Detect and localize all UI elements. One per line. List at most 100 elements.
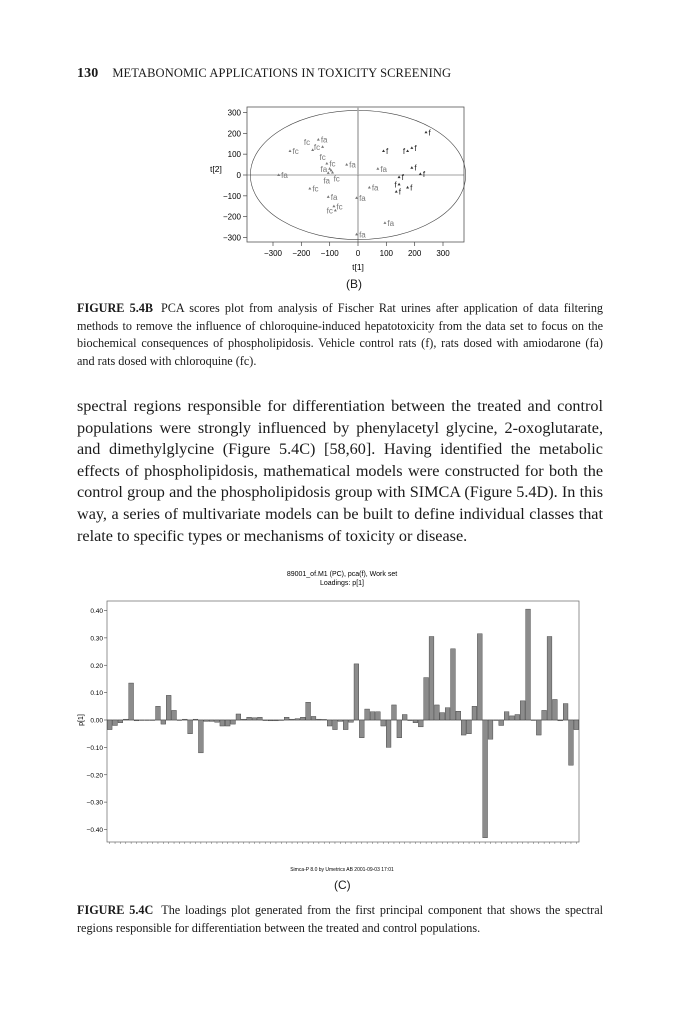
y-tick-label: −100: [223, 192, 242, 201]
data-point-label: fa: [321, 136, 328, 145]
data-point-label: fa: [387, 219, 394, 228]
data-point-marker: [367, 185, 371, 189]
loading-bar: [343, 719, 349, 730]
loading-bar: [262, 719, 268, 721]
y-tick-label: −200: [223, 213, 242, 222]
pca-scores-plot: −300 −200 −100 0 100 200 300 300 200 100 0 −100 −200…: [210, 106, 466, 272]
loading-bar: [391, 704, 397, 721]
loading-bar: [498, 719, 504, 726]
y-axis-label: p[1]: [78, 714, 85, 726]
loading-bar: [369, 711, 376, 721]
loadings-bar-chart: 89001_of.M1 (PC), pca(f), Work set Loadi…: [78, 571, 580, 873]
loading-bar: [155, 706, 161, 721]
y-tick-label: 0.10: [90, 690, 103, 697]
data-point-marker: [329, 168, 333, 172]
y-tick-label: 300: [228, 109, 242, 118]
data-point-label: fa: [372, 184, 379, 193]
data-point-label: fc: [293, 147, 299, 156]
data-point-marker: [331, 170, 334, 174]
body-paragraph: spectral regions responsible for differe…: [77, 397, 603, 545]
loading-bar: [455, 711, 461, 721]
loading-bar: [552, 699, 558, 721]
data-point-marker: [345, 162, 349, 166]
data-point-label: f: [423, 170, 426, 179]
loading-bar: [337, 719, 343, 722]
data-point-marker: [410, 146, 414, 149]
loading-bar: [568, 719, 574, 766]
loading-bar: [563, 703, 569, 721]
loading-bar: [477, 633, 483, 721]
loading-bar: [514, 714, 520, 721]
data-point-label: fa: [281, 171, 288, 180]
data-point-marker: [406, 149, 410, 153]
data-point-marker: [308, 186, 312, 190]
loading-bar: [235, 713, 241, 721]
page-number: 130: [77, 66, 99, 81]
data-point-marker: [316, 137, 320, 141]
data-point-label: fa: [349, 161, 356, 170]
loading-bar: [300, 717, 306, 721]
loading-bar: [557, 719, 563, 722]
data-point-marker: [332, 204, 336, 208]
y-tick-label: −0.20: [87, 772, 104, 779]
data-point-label: f: [429, 128, 432, 137]
loading-bar: [305, 702, 311, 721]
data-point-label: fa: [320, 165, 327, 174]
data-point-marker: [424, 130, 428, 134]
data-point-label: fc: [329, 160, 335, 169]
data-point-label: f: [394, 180, 397, 189]
data-point-marker: [288, 149, 292, 153]
loading-bar: [348, 719, 354, 723]
data-point-marker: [333, 208, 337, 212]
data-point-label: fc: [336, 202, 342, 211]
data-point-marker: [328, 167, 332, 170]
loading-bar: [471, 706, 477, 721]
loading-bar: [364, 708, 370, 721]
data-point-label: f: [414, 144, 417, 153]
loading-bar: [123, 718, 129, 721]
data-point-marker: [383, 221, 387, 224]
loading-bar: [166, 695, 172, 721]
loading-bar: [257, 717, 263, 721]
x-tick-label: 200: [408, 249, 422, 258]
loading-bar: [225, 719, 231, 727]
loading-bar: [203, 719, 209, 722]
data-point-marker: [355, 232, 359, 236]
loading-bar: [209, 719, 215, 722]
loading-bar: [321, 719, 327, 721]
loading-bar: [359, 719, 365, 738]
data-point-label: fc: [327, 206, 333, 215]
x-axis-label: t[1]: [352, 262, 364, 272]
loading-bar: [241, 718, 247, 721]
data-point-marker: [418, 172, 422, 175]
data-point-marker: [355, 196, 359, 199]
loading-bar: [192, 718, 199, 721]
data-point-marker: [397, 175, 401, 179]
loading-bar: [353, 663, 359, 721]
caption-text: The loadings plot generated from the fir…: [77, 903, 603, 935]
chart-title: 89001_of.M1 (PC), pca(f), Work set: [287, 571, 397, 578]
loading-bar: [434, 704, 440, 721]
y-axis-label: t[2]: [210, 164, 222, 174]
data-point-label: fa: [359, 194, 366, 203]
loading-bar: [332, 719, 338, 730]
y-tick-label: 200: [228, 129, 242, 138]
loading-bar: [133, 719, 140, 722]
loading-bar: [439, 712, 445, 721]
y-tick-label: −0.10: [87, 745, 104, 752]
loading-bar: [273, 719, 279, 722]
loading-bar: [251, 717, 258, 721]
y-tick-label: 0.20: [90, 663, 103, 670]
data-point-marker: [410, 166, 414, 169]
panel-label-b: (B): [346, 277, 362, 291]
loading-bar: [541, 710, 547, 721]
data-point-label: fc: [304, 138, 310, 147]
loading-bar: [450, 648, 456, 721]
data-point-label: f: [410, 184, 413, 193]
loading-bar: [412, 719, 418, 723]
y-tick-label: −300: [223, 234, 242, 243]
data-point-label: fa: [380, 165, 387, 174]
loading-bar: [428, 636, 435, 721]
panel-label-c: (C): [334, 878, 351, 892]
data-point-marker: [376, 167, 380, 170]
